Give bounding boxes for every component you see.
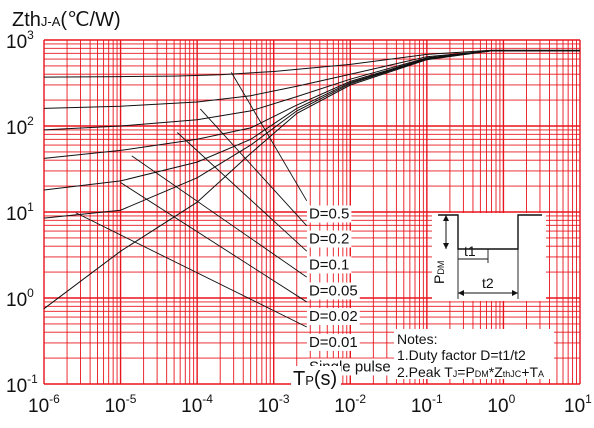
curve-label: D=0.05 xyxy=(309,282,358,299)
x-tick-base: 10 xyxy=(411,396,432,417)
x-tick-label: 10-5 xyxy=(105,392,137,417)
curve-label: D=0.02 xyxy=(309,308,358,325)
label-layer: D=0.5D=0.2D=0.1D=0.05D=0.02D=0.01Single … xyxy=(306,205,393,376)
x-tick-base: 10 xyxy=(181,396,202,417)
notes-line2-sub3: thJC xyxy=(503,369,522,379)
axis-layer: 10-6 10-5 10-4 10-3 10-2 10-1 100 10110-1100101… xyxy=(6,9,592,417)
pdm-label-sub: DM xyxy=(436,261,446,275)
notes-line2-prefix: 2.Peak T xyxy=(397,364,453,380)
curve-single-pulse xyxy=(43,50,580,310)
x-tick-exponent: -2 xyxy=(355,392,366,406)
curve-label: D=0.2 xyxy=(309,231,349,248)
notes-line2-sub4: A xyxy=(538,369,544,379)
curve-label-bg xyxy=(306,308,360,326)
x-tick-exponent: -6 xyxy=(49,392,60,406)
y-axis-title: ZthJ-A(℃/W) xyxy=(12,9,121,31)
y-tick-base: 10 xyxy=(6,290,27,311)
notes-line2-mid2: *Z xyxy=(489,364,503,380)
leader-line xyxy=(131,155,308,278)
curve-label-bg xyxy=(306,282,360,300)
x-tick-label: 10-4 xyxy=(181,392,213,417)
notes-title: Notes: xyxy=(397,331,437,347)
leader-line xyxy=(230,72,308,202)
x-tick-exponent: -4 xyxy=(202,392,213,406)
x-tick-base: 10 xyxy=(28,396,49,417)
y-tick-exponent: -1 xyxy=(27,372,38,386)
y-tick-base: 10 xyxy=(6,204,27,225)
pdm-label-main: P xyxy=(431,275,447,284)
notes-box: Notes:1.Duty factor D=t1/t22.Peak TJ=PDM… xyxy=(394,329,554,380)
x-tick-base: 10 xyxy=(105,396,126,417)
x-tick-exponent: 1 xyxy=(585,392,592,406)
pdm-label: PDM xyxy=(431,261,447,284)
t1-label: t1 xyxy=(464,243,476,259)
leader-line xyxy=(120,182,307,303)
curve-label-bg xyxy=(306,333,360,351)
notes-line2-sub2: DM xyxy=(475,369,489,379)
x-tick-base: 10 xyxy=(487,396,508,417)
curve-label: D=0.1 xyxy=(309,256,349,273)
y-tick-base: 10 xyxy=(6,376,27,397)
curve-label: D=0.5 xyxy=(309,206,349,223)
x-tick-label: 10-6 xyxy=(28,392,60,417)
notes-line-2: 2.Peak TJ=PDM*ZthJC+TA xyxy=(397,364,544,380)
x-tick-base: 10 xyxy=(258,396,279,417)
notes-line2-mid3: +T xyxy=(521,364,538,380)
x-tick-label: 10-1 xyxy=(411,392,443,417)
leader-line xyxy=(75,212,307,328)
t2-arrow-icon xyxy=(458,290,518,296)
leader-line xyxy=(199,108,308,227)
x-tick-exponent: 0 xyxy=(509,392,516,406)
y-tick-label: 10-1 xyxy=(6,372,38,397)
x-axis-title-sub: P xyxy=(305,373,314,388)
t2-label: t2 xyxy=(482,275,494,291)
x-axis-title-unit: (s) xyxy=(314,368,337,390)
x-axis-title-main: T xyxy=(293,368,305,390)
y-axis-title-sub: J-A xyxy=(41,14,61,29)
curve-label-bg xyxy=(306,230,352,248)
y-tick-exponent: 0 xyxy=(27,286,34,300)
x-tick-label: 100 xyxy=(487,392,515,417)
y-tick-label: 103 xyxy=(6,28,34,53)
x-axis-title: TP(s) xyxy=(293,368,337,390)
x-tick-exponent: -3 xyxy=(279,392,290,406)
y-tick-base: 10 xyxy=(6,118,27,139)
notes-line2-mid: =P xyxy=(457,364,475,380)
y-tick-base: 10 xyxy=(6,32,27,53)
inset-bg xyxy=(432,213,546,301)
y-tick-exponent: 2 xyxy=(27,114,34,128)
x-tick-label: 101 xyxy=(564,392,592,417)
y-tick-label: 101 xyxy=(6,200,34,225)
x-tick-base: 10 xyxy=(564,396,585,417)
x-tick-base: 10 xyxy=(334,396,355,417)
curve-label: D=0.01 xyxy=(309,334,358,351)
y-tick-exponent: 1 xyxy=(27,200,34,214)
x-tick-exponent: -1 xyxy=(432,392,443,406)
y-axis-title-main: Zth xyxy=(12,9,41,31)
notes-line-1: 1.Duty factor D=t1/t2 xyxy=(397,347,526,363)
curve-d-0-5 xyxy=(43,49,580,78)
y-axis-title-unit: (℃/W) xyxy=(60,9,120,31)
y-tick-label: 100 xyxy=(6,286,34,311)
curve-label-bg xyxy=(306,205,352,223)
y-tick-label: 102 xyxy=(6,114,34,139)
x-tick-label: 10-2 xyxy=(334,392,366,417)
leader-line xyxy=(176,132,308,252)
notes-line2-sub1: J xyxy=(453,369,458,379)
notes-bg xyxy=(394,329,554,379)
x-tick-label: 10-3 xyxy=(258,392,290,417)
x-axis-title-bg xyxy=(291,366,341,388)
curve-label-bg xyxy=(306,256,352,274)
leader-layer xyxy=(75,72,308,328)
y-tick-exponent: 3 xyxy=(27,28,34,42)
x-tick-exponent: -5 xyxy=(126,392,137,406)
pulse-inset: PDM t1 t2 xyxy=(431,213,546,301)
